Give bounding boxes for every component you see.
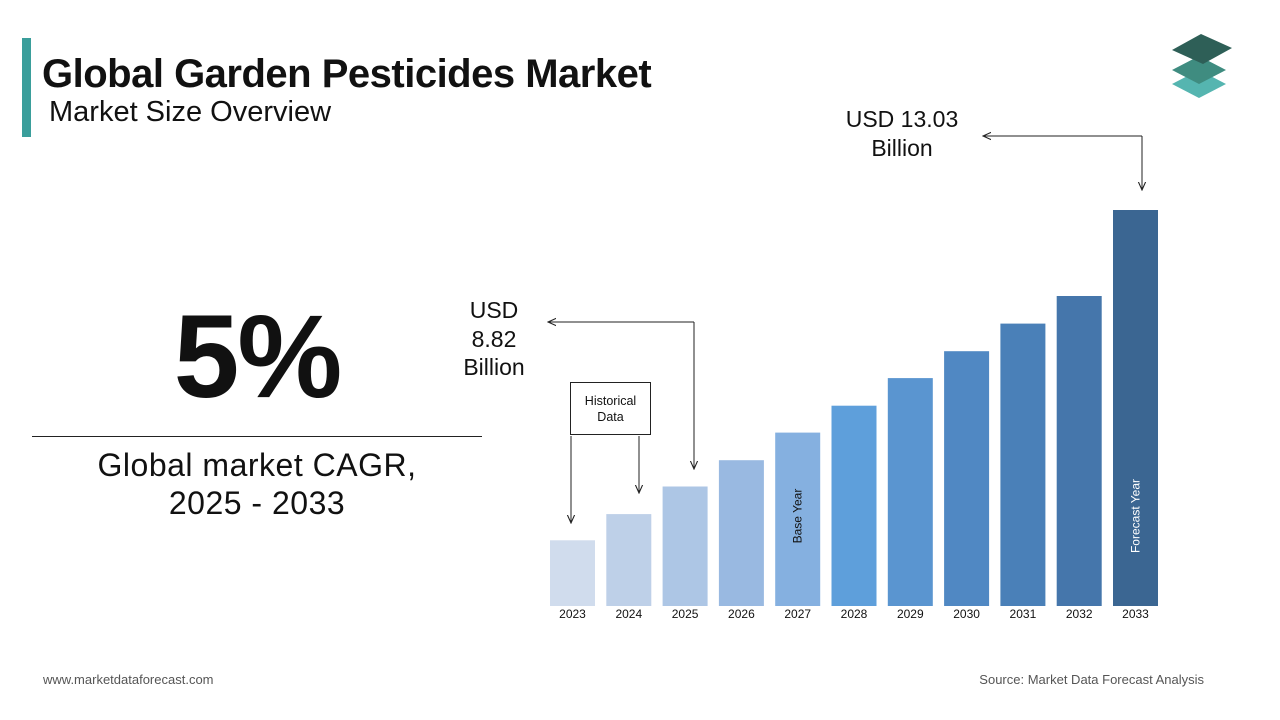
end-value-line1: USD 13.03 <box>845 106 959 132</box>
source-note: Source: Market Data Forecast Analysis <box>979 672 1204 687</box>
end-value-callout: USD 13.03 Billion <box>832 105 972 162</box>
bar-2033 <box>1113 210 1158 606</box>
page-title: Global Garden Pesticides Market <box>42 52 652 96</box>
website-link[interactable]: www.marketdataforecast.com <box>43 672 214 687</box>
x-tick-2024: 2024 <box>615 607 642 621</box>
cagr-label: Global market CAGR, 2025 - 2033 <box>32 446 482 522</box>
x-tick-2032: 2032 <box>1066 607 1093 621</box>
x-tick-2026: 2026 <box>728 607 755 621</box>
x-tick-2023: 2023 <box>559 607 586 621</box>
bar-label-2033: Forecast Year <box>1129 479 1143 553</box>
bar-2031 <box>1000 323 1046 606</box>
end-value-line2: Billion <box>871 134 933 161</box>
x-tick-2033: 2033 <box>1122 607 1149 621</box>
start-value-line1: USD <box>469 297 519 323</box>
bar-2024 <box>606 514 652 606</box>
bar-2029 <box>887 378 933 606</box>
cagr-value: 5% <box>173 291 343 423</box>
bar-2030 <box>944 351 990 606</box>
bar-2025 <box>662 486 708 606</box>
x-tick-2025: 2025 <box>672 607 699 621</box>
start-value-line3: Billion <box>463 354 525 380</box>
cagr-label-line1: Global market CAGR, <box>97 447 417 483</box>
x-tick-2031: 2031 <box>1010 607 1037 621</box>
bar-2032 <box>1056 296 1102 606</box>
x-tick-2028: 2028 <box>841 607 868 621</box>
company-logo-icon <box>1172 34 1232 98</box>
historical-data-box: Historical Data <box>570 382 651 435</box>
historical-label-line1: Historical <box>584 393 637 408</box>
x-tick-2030: 2030 <box>953 607 980 621</box>
x-tick-2027: 2027 <box>784 607 811 621</box>
bar-2023 <box>550 540 595 606</box>
logo-layer-middle <box>1172 56 1226 84</box>
bar-2028 <box>831 405 877 606</box>
x-tick-2029: 2029 <box>897 607 924 621</box>
cagr-label-line2: 2025 - 2033 <box>168 485 346 521</box>
page-subtitle: Market Size Overview <box>49 96 332 128</box>
cagr-divider <box>32 436 482 437</box>
start-value-line2: 8.82 <box>471 325 517 352</box>
bar-2026 <box>718 460 764 606</box>
historical-label-line2: Data <box>597 409 624 424</box>
bar-label-2027: Base Year <box>791 489 805 544</box>
bar-2027 <box>775 432 821 606</box>
start-value-callout: USD 8.82 Billion <box>448 296 540 382</box>
logo-layer-top <box>1172 34 1232 64</box>
title-accent-bar <box>22 38 31 137</box>
